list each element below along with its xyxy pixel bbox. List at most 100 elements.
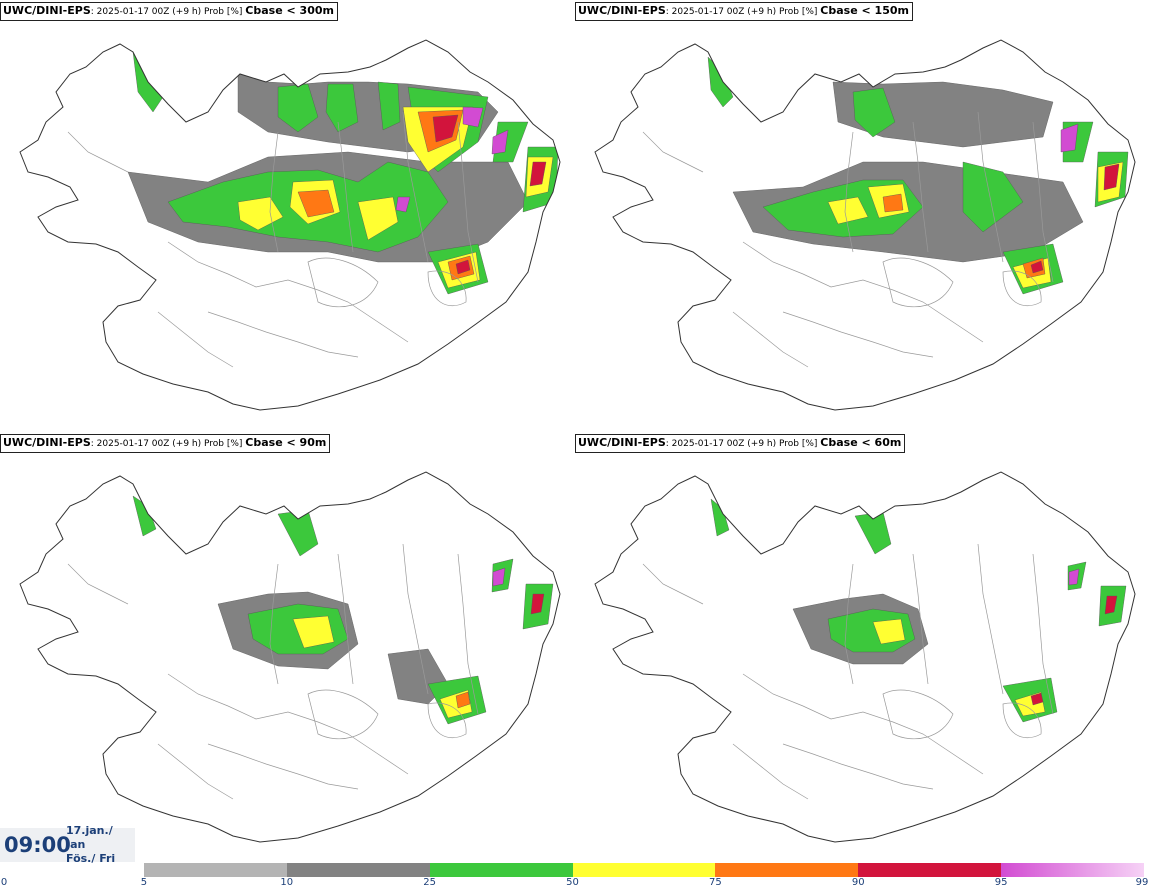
- panel-header: UWC/DINI-EPS: 2025-01-17 00Z (+9 h) Prob…: [575, 2, 913, 21]
- region-boundary: [732, 743, 809, 800]
- region-boundary: [67, 563, 129, 605]
- region-boundary: [402, 111, 429, 263]
- map-panel-60m: UWC/DINI-EPS: 2025-01-17 00Z (+9 h) Prob…: [575, 432, 1150, 862]
- coastline: [594, 39, 1136, 411]
- region-boundary: [844, 131, 854, 253]
- colorbar-tick-label: 10: [280, 877, 294, 888]
- probability-area: [377, 81, 401, 131]
- threshold-label: Cbase < 90m: [245, 436, 327, 449]
- colorbar-tick-label: 0: [0, 877, 8, 888]
- region-boundary: [269, 131, 279, 253]
- region-boundary: [307, 257, 379, 308]
- colorbar-bin: [429, 863, 573, 877]
- coastline: [594, 471, 1136, 843]
- probability-colorbar: 0 5 10 25 50 75 90 95 99: [0, 863, 1150, 891]
- region-boundary: [157, 311, 234, 368]
- probability-area: [1068, 568, 1080, 586]
- region-boundary: [167, 241, 409, 343]
- region-boundary: [207, 743, 359, 790]
- region-boundary: [427, 702, 467, 739]
- region-boundary: [642, 131, 704, 173]
- iceland-probability-map: [19, 471, 561, 843]
- region-boundary: [1002, 270, 1042, 307]
- probability-area: [530, 593, 545, 615]
- colorbar-bin: [143, 863, 287, 877]
- probability-area: [462, 106, 484, 128]
- model-name: UWC/DINI-EPS: [578, 4, 666, 17]
- threshold-label: Cbase < 300m: [245, 4, 334, 17]
- region-boundary: [307, 689, 379, 740]
- region-boundary: [1032, 553, 1054, 715]
- colorbar-tick-label: 95: [994, 877, 1008, 888]
- region-boundary: [912, 553, 929, 685]
- probability-area: [962, 161, 1024, 233]
- coastline: [19, 39, 561, 411]
- probability-area: [395, 196, 411, 213]
- colorbar-tick-label: 90: [851, 877, 865, 888]
- valid-time-box: 09:00 17.jan./ Jan Fös./ Fri: [0, 824, 135, 865]
- probability-area: [1030, 692, 1044, 706]
- map-panel-150m: UWC/DINI-EPS: 2025-01-17 00Z (+9 h) Prob…: [575, 0, 1150, 430]
- colorbar-bin: [715, 863, 859, 877]
- region-boundary: [402, 543, 429, 695]
- region-boundary: [337, 553, 354, 685]
- coastline: [19, 471, 561, 843]
- region-boundary: [977, 111, 1004, 263]
- colorbar-bin: [572, 863, 716, 877]
- region-boundary: [882, 257, 954, 308]
- probability-area: [1060, 123, 1079, 153]
- region-boundary: [912, 121, 929, 253]
- probability-area: [852, 87, 896, 138]
- valid-date: 17.jan./ Jan Fös./ Fri: [66, 824, 135, 866]
- region-boundary: [457, 553, 479, 715]
- run-info: : 2025-01-17 00Z (+9 h) Prob [%]: [90, 439, 246, 449]
- colorbar-tick-label: 25: [423, 877, 436, 888]
- panel-header: UWC/DINI-EPS: 2025-01-17 00Z (+9 h) Prob…: [575, 434, 906, 453]
- threshold-label: Cbase < 150m: [820, 4, 909, 17]
- region-boundary: [882, 689, 954, 740]
- colorbar-bin: [1001, 863, 1144, 877]
- probability-area: [1103, 163, 1120, 191]
- valid-time: 09:00: [4, 833, 71, 857]
- colorbar-tick-label: 50: [566, 877, 579, 888]
- region-boundary: [642, 563, 704, 605]
- model-name: UWC/DINI-EPS: [3, 4, 91, 17]
- probability-area: [1030, 260, 1044, 274]
- probability-area: [872, 618, 906, 645]
- region-boundary: [457, 121, 479, 283]
- probability-area: [455, 259, 471, 275]
- iceland-probability-map: [19, 39, 561, 411]
- model-name: UWC/DINI-EPS: [3, 436, 91, 449]
- threshold-label: Cbase < 60m: [820, 436, 902, 449]
- probability-area: [455, 691, 471, 709]
- iceland-probability-map: [594, 39, 1136, 411]
- map-panel-90m: UWC/DINI-EPS: 2025-01-17 00Z (+9 h) Prob…: [0, 432, 575, 862]
- probability-area: [832, 81, 1054, 148]
- region-boundary: [269, 563, 279, 685]
- colorbar-bin: [286, 863, 430, 877]
- region-boundary: [782, 311, 934, 358]
- probability-area: [882, 193, 904, 213]
- probability-area: [1104, 595, 1118, 615]
- model-name: UWC/DINI-EPS: [578, 436, 666, 449]
- region-boundary: [427, 270, 467, 307]
- colorbar-tick-label: 99: [1135, 877, 1149, 888]
- region-boundary: [67, 131, 129, 173]
- panel-header: UWC/DINI-EPS: 2025-01-17 00Z (+9 h) Prob…: [0, 434, 331, 453]
- region-boundary: [207, 311, 359, 358]
- run-info: : 2025-01-17 00Z (+9 h) Prob [%]: [90, 7, 246, 17]
- colorbar-tick-label: 75: [709, 877, 722, 888]
- probability-area: [432, 114, 459, 143]
- probability-area: [529, 161, 547, 187]
- map-panel-300m: UWC/DINI-EPS: 2025-01-17 00Z (+9 h) Prob…: [0, 0, 575, 430]
- region-boundary: [157, 743, 234, 800]
- colorbar-bin: [1, 863, 144, 877]
- iceland-probability-map: [594, 471, 1136, 843]
- run-info: : 2025-01-17 00Z (+9 h) Prob [%]: [665, 7, 821, 17]
- region-boundary: [742, 241, 984, 343]
- probability-area: [292, 615, 335, 649]
- probability-area: [357, 196, 399, 241]
- region-boundary: [782, 743, 934, 790]
- date-line: 17.jan./ Jan: [66, 824, 113, 851]
- region-boundary: [1002, 702, 1042, 739]
